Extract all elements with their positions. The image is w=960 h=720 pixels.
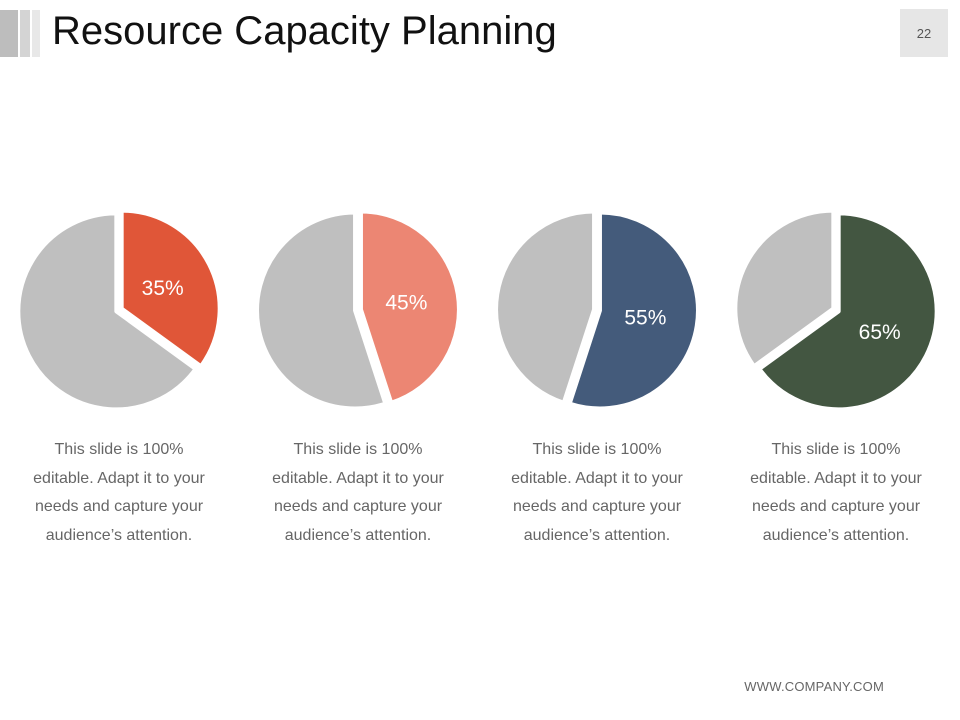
pie-2-percent-label: 45% — [385, 291, 427, 314]
caption-line: This slide is 100% — [293, 441, 423, 458]
caption-line: audience’s attention. — [523, 527, 671, 545]
caption-line: needs and capture your — [751, 498, 921, 516]
caption-line: needs and capture your — [273, 498, 443, 516]
pie-1-highlight-slice — [119, 208, 222, 369]
caption-line: editable. Adapt it to your — [33, 469, 205, 487]
caption-line: audience’s attention. — [284, 527, 432, 545]
pie-4-percent-label: 65% — [859, 321, 901, 344]
caption-line: editable. Adapt it to your — [750, 469, 922, 487]
pie-1-percent-label: 35% — [142, 277, 184, 300]
page-number: 22 — [900, 9, 948, 57]
caption-line: This slide is 100% — [771, 441, 901, 458]
caption-line: editable. Adapt it to your — [272, 469, 444, 487]
pie-1-rest-slice — [16, 211, 198, 412]
caption-line: needs and capture your — [34, 498, 204, 516]
header-bar-1 — [0, 10, 18, 57]
caption-line: audience’s attention. — [45, 527, 193, 545]
pie-2-caption: This slide is 100% editable. Adapt it to … — [253, 436, 463, 551]
caption-line: audience’s attention. — [762, 527, 910, 545]
caption-line: This slide is 100% — [532, 441, 662, 458]
pie-3-highlight-slice — [567, 210, 700, 411]
slide-title: Resource Capacity Planning — [52, 9, 557, 53]
header-bar-3 — [32, 10, 40, 57]
pie-3-rest-slice — [494, 209, 597, 405]
caption-line: This slide is 100% — [54, 441, 184, 458]
pie-4-highlight-slice — [757, 211, 939, 412]
caption-line: editable. Adapt it to your — [511, 469, 683, 487]
pie-3-caption: This slide is 100% editable. Adapt it to … — [492, 436, 702, 551]
pie-3-percent-label: 55% — [624, 307, 666, 330]
header-bar-2 — [20, 10, 30, 57]
pie-4-caption: This slide is 100% editable. Adapt it to … — [731, 436, 941, 551]
footer-url: WWW.COMPANY.COM — [744, 679, 884, 694]
pie-charts: 35% 45% 55% 65% — [16, 208, 939, 412]
pie-2-rest-slice — [255, 210, 388, 411]
pie-4-rest-slice — [733, 208, 836, 369]
caption-line: needs and capture your — [512, 498, 682, 516]
pie-1-caption: This slide is 100% editable. Adapt it to … — [14, 436, 224, 551]
pie-2-highlight-slice — [358, 209, 461, 405]
